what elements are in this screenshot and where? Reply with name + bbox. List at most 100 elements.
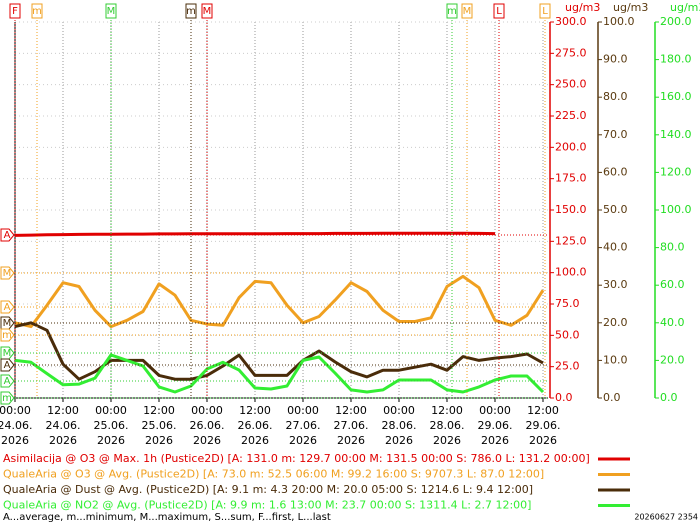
y2-tick-label: 80.0 [603,90,628,103]
marker-label: m [32,6,42,17]
y-tick-label: 200.0 [555,140,587,153]
marker-label: F [12,6,18,17]
y-tick-label: 225.0 [555,109,587,122]
x-tick-label: 00:00 [0,404,31,417]
marker-box [0,328,15,342]
marker-box [0,316,15,330]
y-tick-label: 275.0 [555,46,587,59]
marker-label: M [3,348,12,359]
x-tick-label: 28.06. [382,419,417,432]
marker-box [0,358,15,372]
footnote: A...average, m...minimum, M...maximum, S… [3,512,331,523]
x-tick-label: 2026 [97,434,125,447]
y2-unit: ug/m3 [613,1,648,14]
marker-label: A [4,376,11,387]
series-line [14,274,545,329]
y-tick-label: 150.0 [555,203,587,216]
x-tick-label: 27.06. [286,419,321,432]
x-tick-label: 12:00 [143,404,175,417]
y3-tick-label: 80.0 [660,241,685,254]
y-tick-label: 125.0 [555,234,587,247]
x-tick-label: 00:00 [383,404,415,417]
x-tick-label: 28.06. [430,419,465,432]
x-tick-label: 00:00 [191,404,223,417]
marker-box [31,3,43,19]
y-tick-label: 250.0 [555,78,587,91]
marker-box [493,3,505,19]
y3-tick-label: 0.0 [660,391,678,404]
y-tick-label: 50.0 [555,328,580,341]
y-tick-label: 0.0 [555,391,573,404]
x-tick-label: 2026 [481,434,509,447]
x-tick-label: 12:00 [431,404,463,417]
marker-label: m [186,6,196,17]
x-tick-label: 2026 [1,434,29,447]
y-unit: ug/m3 [565,1,600,14]
marker-label: L [542,6,548,17]
x-tick-label: 12:00 [527,404,559,417]
marker-label: A [4,230,11,241]
marker-box [539,3,551,19]
legend-label: Asimilacija @ O3 @ Max. 1h (Pustice2D) [… [3,452,590,465]
x-tick-label: 2026 [193,434,221,447]
series-line [14,353,545,394]
x-tick-label: 24.06. [0,419,33,432]
y3-unit: ug/m3 [670,1,700,14]
marker-label: M [107,6,116,17]
y-tick-label: 300.0 [555,15,587,28]
marker-box [461,3,473,19]
x-tick-label: 2026 [289,434,317,447]
x-tick-label: 2026 [145,434,173,447]
y3-tick-label: 120.0 [660,165,692,178]
marker-box [0,300,15,314]
marker-label: A [4,302,11,313]
x-tick-label: 2026 [241,434,269,447]
x-tick-label: 00:00 [95,404,127,417]
x-tick-label: 2026 [49,434,77,447]
marker-box [0,346,15,360]
marker-box [0,266,15,280]
x-tick-label: 00:00 [287,404,319,417]
y2-tick-label: 40.0 [603,241,628,254]
y3-tick-label: 60.0 [660,278,685,291]
y3-tick-label: 140.0 [660,128,692,141]
marker-label: L [496,6,502,17]
legend-label: QualeAria @ O3 @ Avg. (Pustice2D) [A: 73… [3,468,544,481]
y-tick-label: 100.0 [555,266,587,279]
y2-tick-label: 0.0 [603,391,621,404]
marker-label: M [3,318,12,329]
marker-box [0,228,15,242]
marker-box [201,3,213,19]
y3-tick-label: 160.0 [660,90,692,103]
marker-label: m [2,330,12,341]
timestamp: 20260627 2354 [634,513,698,522]
series-line [14,231,496,237]
x-tick-label: 25.06. [142,419,177,432]
legend-label: QualeAria @ NO2 @ Avg. (Pustice2D) [A: 9… [3,499,531,512]
marker-box [446,3,458,19]
y2-tick-label: 30.0 [603,278,628,291]
marker-box [105,3,117,19]
marker-label: m [447,6,457,17]
x-tick-label: 24.06. [46,419,81,432]
y2-tick-label: 10.0 [603,353,628,366]
y-tick-label: 25.0 [555,360,580,373]
legend-label: QualeAria @ Dust @ Avg. (Pustice2D) [A: … [3,483,533,496]
x-tick-label: 2026 [385,434,413,447]
x-tick-label: 12:00 [335,404,367,417]
marker-label: M [3,268,12,279]
x-tick-label: 2026 [529,434,557,447]
y3-tick-label: 180.0 [660,53,692,66]
marker-label: A [4,360,11,371]
marker-label: M [463,6,472,17]
y2-tick-label: 90.0 [603,53,628,66]
marker-box [9,3,21,19]
y3-tick-label: 100.0 [660,203,692,216]
x-tick-label: 2026 [337,434,365,447]
x-tick-label: 29.06. [526,419,561,432]
marker-box [185,3,197,19]
y2-tick-label: 20.0 [603,316,628,329]
series-line [14,321,544,381]
y-tick-label: 75.0 [555,297,580,310]
marker-box [0,374,15,388]
